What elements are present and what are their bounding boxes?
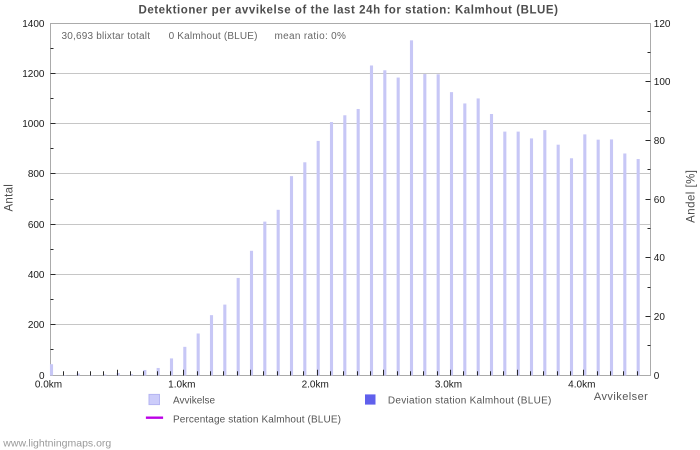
svg-text:200: 200 xyxy=(28,320,45,331)
svg-text:Antal: Antal xyxy=(3,184,15,212)
svg-text:3.0km: 3.0km xyxy=(435,380,462,391)
svg-text:80: 80 xyxy=(654,136,666,147)
svg-text:60: 60 xyxy=(654,195,666,206)
svg-text:1000: 1000 xyxy=(22,119,45,130)
svg-text:30,693 blixtar totalt: 30,693 blixtar totalt xyxy=(62,31,151,42)
svg-text:mean ratio: 0%: mean ratio: 0% xyxy=(275,31,347,42)
svg-text:1400: 1400 xyxy=(22,19,45,30)
svg-text:100: 100 xyxy=(654,77,671,88)
svg-text:0 Kalmhout (BLUE): 0 Kalmhout (BLUE) xyxy=(169,31,258,42)
svg-text:Deviation station Kalmhout (BL: Deviation station Kalmhout (BLUE) xyxy=(388,396,552,407)
svg-text:800: 800 xyxy=(28,169,45,180)
svg-text:Detektioner per avvikelse of t: Detektioner per avvikelse of the last 24… xyxy=(138,5,558,17)
svg-text:20: 20 xyxy=(654,312,666,323)
svg-text:0: 0 xyxy=(654,371,660,382)
svg-text:400: 400 xyxy=(28,270,45,281)
svg-text:1.0km: 1.0km xyxy=(168,380,195,391)
svg-text:Andel [%]: Andel [%] xyxy=(686,170,698,223)
svg-text:600: 600 xyxy=(28,220,45,231)
svg-text:0.0km: 0.0km xyxy=(35,380,62,391)
svg-text:4.0km: 4.0km xyxy=(568,380,595,391)
svg-text:1200: 1200 xyxy=(22,69,45,80)
svg-text:40: 40 xyxy=(654,253,666,264)
svg-text:0: 0 xyxy=(39,371,45,382)
svg-text:120: 120 xyxy=(654,19,671,30)
svg-text:Avvikelse: Avvikelse xyxy=(173,396,215,407)
svg-text:Percentage station Kalmhout (B: Percentage station Kalmhout (BLUE) xyxy=(173,415,341,426)
svg-text:www.lightningmaps.org: www.lightningmaps.org xyxy=(2,437,111,449)
svg-text:Avvikelser: Avvikelser xyxy=(594,391,648,403)
svg-text:2.0km: 2.0km xyxy=(302,380,329,391)
